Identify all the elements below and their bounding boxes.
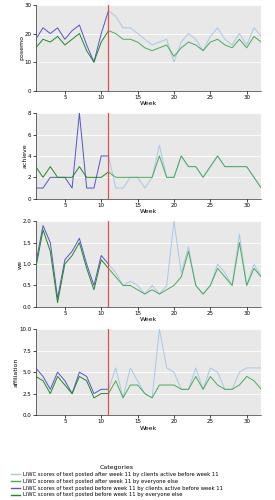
Y-axis label: achieve: achieve	[23, 144, 28, 169]
Y-axis label: we: we	[18, 260, 23, 268]
Legend: LIWC scores of text posted after week 11 by clients active before week 11, LIWC : LIWC scores of text posted after week 11…	[11, 465, 223, 498]
Y-axis label: affiliation: affiliation	[14, 358, 19, 387]
X-axis label: Week: Week	[140, 101, 157, 106]
X-axis label: Week: Week	[140, 210, 157, 214]
Y-axis label: posemo: posemo	[19, 36, 24, 60]
X-axis label: Week: Week	[140, 318, 157, 322]
X-axis label: Week: Week	[140, 426, 157, 430]
